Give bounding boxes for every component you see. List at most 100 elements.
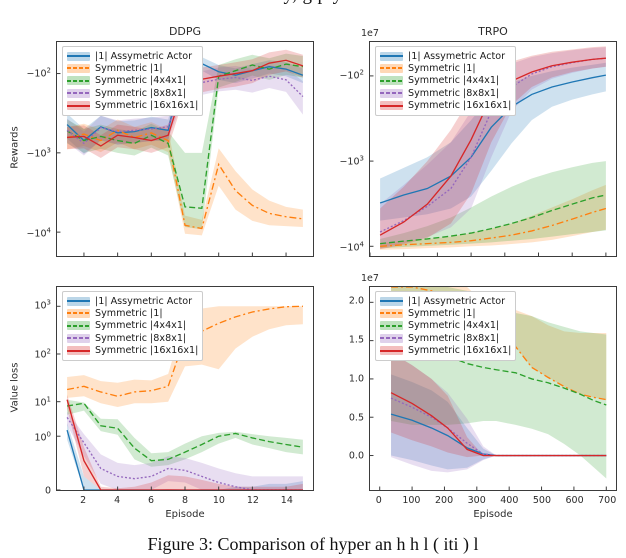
legend-item[interactable]: Symmetric |16x16x1| <box>67 345 198 357</box>
y-tick-label: 2.0 <box>348 295 364 307</box>
series-line-1 <box>380 207 607 247</box>
legend-item[interactable]: |1| Assymetric Actor <box>67 295 198 307</box>
x-axis-label: Episode <box>165 509 205 520</box>
chart-canvas-ddpg-rewards <box>57 49 304 256</box>
x-tick-label: 12 <box>246 495 259 506</box>
legend-item[interactable]: Symmetric |4x4x1| <box>380 75 511 87</box>
y-tick-label: 0.5 <box>348 412 364 423</box>
confidence-band-2 <box>67 399 303 467</box>
legend-item[interactable]: Symmetric |1| <box>67 62 198 74</box>
legend-ddpg-value-loss[interactable]: |1| Assymetric Actor Symmetric |1| Symmetr… <box>62 291 204 361</box>
legend-item[interactable]: Symmetric |8x8x1| <box>380 87 511 99</box>
legend-color-swatch-icon <box>380 309 403 319</box>
legend-item[interactable]: Symmetric |8x8x1| <box>380 332 511 344</box>
confidence-band-2 <box>67 53 303 230</box>
legend-item[interactable]: Symmetric |16x16x1| <box>380 100 511 112</box>
confidence-band-0 <box>67 52 303 154</box>
legend-trpo-rewards[interactable]: |1| Assymetric Actor Symmetric |1| Symmetr… <box>375 46 517 116</box>
x-axis-label: Episode <box>473 509 513 520</box>
x-tick-label: 8 <box>181 495 189 506</box>
subplot-title-ddpg: DDPG <box>168 25 202 38</box>
legend-color-swatch-icon <box>67 321 90 331</box>
legend-item[interactable]: Symmetric |4x4x1| <box>67 75 198 87</box>
legend-item-label: Symmetric |1| <box>95 63 163 75</box>
series-line-0 <box>379 74 607 204</box>
y-tick-label: 102 <box>34 347 51 361</box>
legend-item[interactable]: Symmetric |1| <box>380 307 511 319</box>
x-tick-label: 0 <box>375 495 382 506</box>
legend-item[interactable]: Symmetric |8x8x1| <box>67 87 198 99</box>
y-axis-offset-text: 1e7 <box>361 273 379 284</box>
figure-caption-clipped: Figure 3: Comparison of hyper an h h l (… <box>147 534 479 554</box>
legend-color-swatch-icon <box>380 333 403 343</box>
legend-item-label: Symmetric |8x8x1| <box>408 87 500 99</box>
y-tick-label: −102 <box>339 68 364 82</box>
legend-color-swatch-icon <box>380 101 403 111</box>
x-tick-label: 14 <box>280 495 293 506</box>
legend-item[interactable]: |1| Assymetric Actor <box>380 50 511 62</box>
legend-color-swatch-icon <box>380 64 403 74</box>
confidence-band-3 <box>67 411 303 490</box>
legend-item-label: |1| Assymetric Actor <box>408 295 506 307</box>
legend-item[interactable]: Symmetric |4x4x1| <box>380 320 511 332</box>
legend-ddpg-rewards[interactable]: |1| Assymetric Actor Symmetric |1| Symmetr… <box>62 46 204 116</box>
legend-item-label: Symmetric |16x16x1| <box>408 345 512 357</box>
legend-item[interactable]: Symmetric |4x4x1| <box>67 320 198 332</box>
y-axis-label: Rewards <box>9 126 21 169</box>
x-tick-label: 600 <box>565 495 584 506</box>
subplot-ddpg-rewards: DDPG |1| Assymetric Actor Symmetric |1| Sy… <box>56 25 314 257</box>
series-line-4 <box>390 392 607 457</box>
confidence-band-1 <box>67 119 303 236</box>
legend-color-swatch-icon <box>67 88 90 98</box>
legend-color-swatch-icon <box>67 51 90 61</box>
x-tick-label: 700 <box>598 495 617 506</box>
legend-color-swatch-icon <box>67 101 90 111</box>
legend-item-label: Symmetric |1| <box>408 308 476 320</box>
x-tick-label: 500 <box>532 495 552 506</box>
legend-item[interactable]: Symmetric |16x16x1| <box>67 100 198 112</box>
legend-item-label: Symmetric |16x16x1| <box>95 345 199 357</box>
confidence-band-4 <box>391 352 607 458</box>
subplot-trpo-value-loss: |1| Assymetric Actor Symmetric |1| Symmetr… <box>369 286 617 491</box>
legend-color-swatch-icon <box>67 346 90 356</box>
legend-item[interactable]: |1| Assymetric Actor <box>67 50 198 62</box>
legend-color-swatch-icon <box>67 296 90 306</box>
legend-item[interactable]: |1| Assymetric Actor <box>380 295 511 307</box>
legend-color-swatch-icon <box>67 309 90 319</box>
legend-item-label: Symmetric |4x4x1| <box>408 75 500 87</box>
y-tick-label: −103 <box>339 154 364 168</box>
legend-item[interactable]: Symmetric |16x16x1| <box>380 345 511 357</box>
confidence-band-0 <box>67 423 303 490</box>
legend-item-label: Symmetric |4x4x1| <box>95 320 187 332</box>
confidence-band-0 <box>391 374 607 470</box>
legend-item[interactable]: Symmetric |1| <box>67 307 198 319</box>
legend-color-swatch-icon <box>380 346 403 356</box>
legend-color-swatch-icon <box>67 333 90 343</box>
legend-trpo-value-loss[interactable]: |1| Assymetric Actor Symmetric |1| Symmetr… <box>375 291 517 361</box>
y-tick-label: 0 <box>44 485 51 497</box>
confidence-band-0 <box>380 62 606 221</box>
series-line-2 <box>66 63 304 209</box>
subplot-title-trpo: TRPO <box>478 25 508 38</box>
confidence-band-4 <box>380 46 606 250</box>
y-axis-offset-text: 1e7 <box>361 28 379 39</box>
y-tick-label: 101 <box>34 395 51 409</box>
clipped-body-text-top: y, g p y <box>0 0 626 6</box>
plot-area-ddpg-value-loss: |1| Assymetric Actor Symmetric |1| Symmetr… <box>56 286 314 491</box>
y-tick-label: −102 <box>26 66 51 80</box>
legend-item-label: |1| Assymetric Actor <box>95 295 193 307</box>
legend-item[interactable]: Symmetric |8x8x1| <box>67 332 198 344</box>
legend-item-label: Symmetric |8x8x1| <box>95 87 187 99</box>
legend-item[interactable]: Symmetric |1| <box>380 62 511 74</box>
legend-item-label: |1| Assymetric Actor <box>95 50 193 62</box>
plot-area-trpo-value-loss: |1| Assymetric Actor Symmetric |1| Symmetr… <box>369 286 617 491</box>
plot-area-ddpg-rewards: |1| Assymetric Actor Symmetric |1| Symmetr… <box>56 41 314 257</box>
confidence-band-1 <box>380 184 606 250</box>
y-tick-label: −104 <box>26 226 51 240</box>
y-tick-label: −103 <box>26 146 51 160</box>
legend-color-swatch-icon <box>380 76 403 86</box>
series-line-1 <box>66 129 303 230</box>
legend-item-label: Symmetric |8x8x1| <box>95 332 187 344</box>
x-tick-label: 10 <box>212 495 225 506</box>
chart-canvas-trpo-rewards <box>370 46 607 256</box>
